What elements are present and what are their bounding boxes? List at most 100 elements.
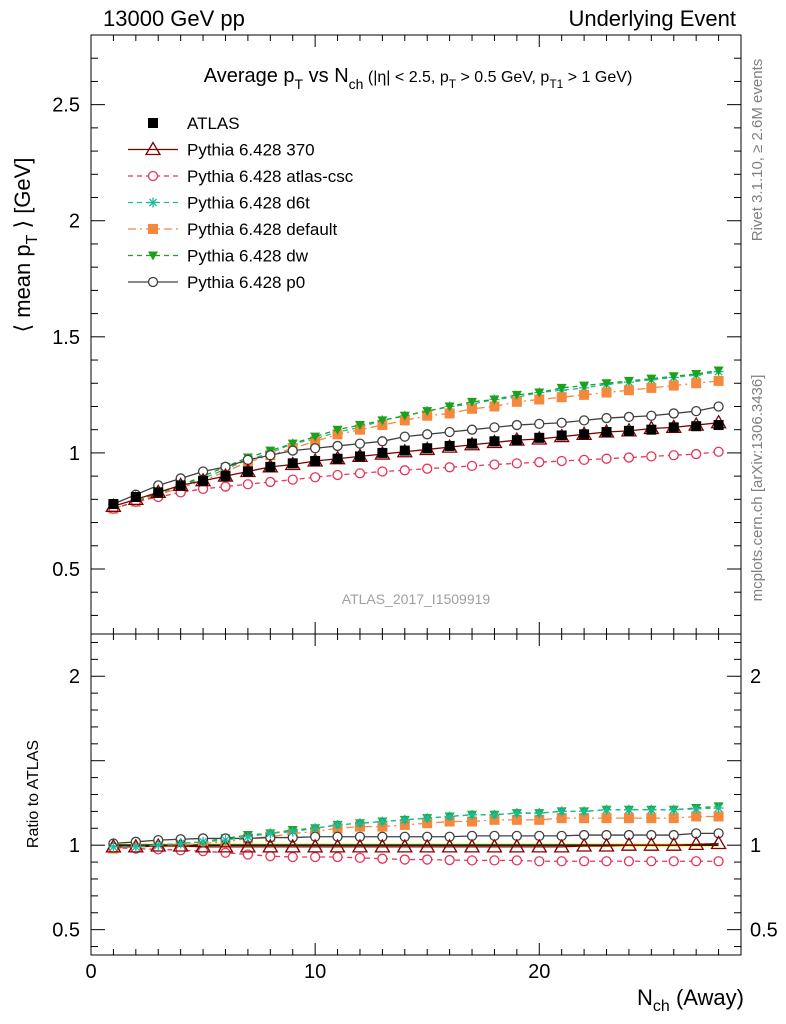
data-point — [489, 401, 500, 412]
ratio-line — [113, 807, 719, 848]
data-point — [579, 389, 590, 400]
ratio-point — [422, 854, 433, 865]
data-point — [466, 460, 478, 472]
ratio-point — [153, 840, 164, 851]
data-point — [601, 453, 612, 464]
data-point — [444, 426, 455, 438]
ratio-point — [374, 838, 391, 853]
data-point — [534, 432, 545, 443]
ratio-point — [691, 856, 702, 867]
ratio-point — [332, 851, 343, 863]
data-point — [511, 396, 522, 407]
ratio-point — [422, 831, 433, 842]
data-point — [287, 445, 298, 456]
data-point — [220, 481, 231, 492]
ratio-frame — [90, 633, 742, 956]
data-point — [399, 445, 410, 456]
y-tick-label-main: 2.5 — [52, 95, 80, 117]
data-point — [377, 436, 388, 447]
ratio-point — [646, 804, 657, 815]
marker-stroke — [535, 809, 544, 818]
ratio-point — [646, 813, 657, 824]
ratio-point — [508, 838, 525, 853]
ratio-point — [467, 816, 478, 827]
data-point — [399, 465, 410, 476]
ratio-point — [646, 856, 657, 867]
ratio-point — [307, 838, 324, 853]
ratio-point — [531, 838, 548, 853]
data-point — [691, 405, 702, 417]
ratio-point — [646, 829, 657, 841]
data-point — [691, 378, 702, 389]
marker-stroke — [131, 842, 140, 851]
data-point — [578, 454, 590, 466]
data-point — [399, 411, 410, 421]
data-point — [511, 390, 522, 400]
ratio-point — [668, 813, 679, 824]
legend: ATLAS Pythia 6.428 370 Pythia 6.428 atlas-… — [128, 114, 354, 292]
data-point — [534, 418, 545, 430]
data-point — [579, 381, 590, 391]
data-point — [309, 443, 321, 454]
y-tick-label-ratio-left: 2 — [69, 666, 80, 688]
marker-stroke — [714, 804, 723, 813]
legend-entry-pythia-6-428-p0: Pythia 6.428 p0 — [128, 273, 305, 292]
ratio-point — [467, 809, 478, 820]
ratio-point — [329, 838, 346, 853]
header-left: 13000 GeV pp — [103, 6, 245, 31]
y-tick-label-main: 1 — [69, 443, 80, 465]
data-point — [377, 416, 388, 426]
marker-stroke — [154, 841, 163, 850]
data-point — [511, 419, 523, 431]
data-point — [377, 447, 388, 458]
data-point — [646, 451, 657, 462]
data-point — [310, 456, 321, 467]
data-point — [534, 394, 545, 405]
ratio-point — [377, 816, 388, 827]
ratio-point — [486, 838, 503, 853]
data-point — [668, 408, 679, 419]
data-point — [489, 459, 500, 470]
data-point — [399, 431, 410, 442]
ratio-point — [198, 836, 209, 847]
ratio-point — [220, 835, 231, 846]
ratio-point — [441, 838, 458, 853]
legend-marker — [148, 197, 158, 208]
ratio-point — [713, 828, 724, 839]
ratio-line — [113, 842, 719, 848]
ratio-point — [422, 813, 433, 824]
data-point — [713, 446, 724, 457]
marker-stroke — [176, 839, 185, 848]
ratio-point — [556, 806, 567, 817]
data-point — [489, 422, 500, 433]
data-point — [265, 476, 276, 488]
data-point — [691, 421, 702, 432]
ratio-point — [265, 851, 276, 862]
legend-entry-atlas: ATLAS — [148, 114, 240, 133]
ratio-point — [287, 826, 298, 837]
ratio-point — [668, 804, 679, 815]
ratio-point — [623, 856, 635, 867]
ratio-point — [713, 811, 724, 822]
data-point — [668, 372, 679, 382]
data-point — [646, 410, 657, 421]
ratio-point — [511, 855, 523, 866]
y-tick-label-main: 2 — [69, 211, 80, 233]
data-point — [310, 432, 321, 442]
ratio-point — [396, 838, 413, 853]
ratio-point — [691, 811, 702, 822]
data-point — [287, 458, 298, 469]
marker-stroke — [109, 842, 118, 851]
legend-marker — [144, 141, 162, 156]
side-label-rivet: Rivet 3.1.10, ≥ 2.6M events — [749, 59, 766, 242]
ratio-point — [377, 853, 388, 864]
data-point — [198, 475, 209, 486]
marker-stroke — [669, 805, 678, 814]
data-point — [556, 392, 567, 403]
ratio-point — [463, 838, 481, 853]
data-point — [534, 388, 545, 398]
x-axis-label: Nch (Away) — [637, 985, 744, 1015]
series-line — [113, 422, 719, 507]
ratio-point — [309, 851, 321, 863]
marker-stroke — [221, 836, 230, 845]
